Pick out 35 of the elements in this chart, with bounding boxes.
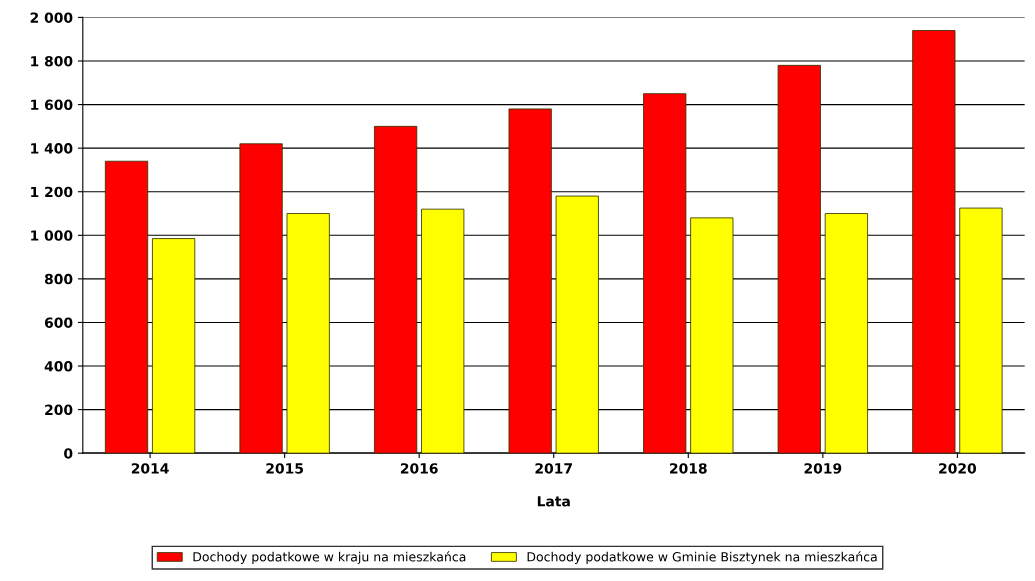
bar	[286, 213, 330, 454]
bar	[959, 207, 1003, 454]
x-tick-label: 2017	[535, 463, 572, 474]
bar	[374, 125, 418, 454]
bar	[824, 213, 868, 454]
y-tick-label: 1 000	[31, 230, 73, 241]
bar	[239, 143, 283, 454]
bar	[912, 30, 956, 454]
y-tick-label: 400	[44, 361, 73, 372]
y-tick-label: 1 600	[31, 99, 73, 111]
y-tick-label: 800	[44, 273, 73, 285]
legend-label: Dochody podatkowe w Gminie Bisztynek na mieszkańca	[527, 551, 877, 564]
y-tick-label: 0	[64, 448, 73, 459]
x-tick-label: 2016	[400, 463, 438, 474]
bar	[555, 195, 599, 454]
bar	[690, 217, 734, 454]
y-tick-label: 1 200	[31, 186, 73, 198]
bar	[104, 160, 149, 454]
y-tick-label: 2 000	[30, 12, 73, 23]
y-tick-label: 200	[45, 404, 73, 416]
x-tick-label: 2015	[266, 463, 303, 474]
bar	[508, 108, 552, 454]
bar	[152, 238, 196, 454]
bar	[421, 208, 465, 454]
y-tick-label: 1 400	[31, 143, 73, 154]
y-tick-label: 1 800	[31, 55, 73, 67]
bar	[777, 64, 821, 454]
x-tick-label: 2019	[804, 463, 842, 474]
bar	[643, 93, 687, 454]
y-tick-label: 600	[44, 317, 73, 328]
x-axis-title: Lata	[537, 496, 570, 507]
x-tick-label: 2018	[670, 463, 707, 474]
x-tick-label: 2020	[939, 463, 977, 474]
x-tick-label: 2014	[131, 463, 169, 474]
legend-label: Dochody podatkowe w kraju na mieszkańca	[193, 551, 466, 564]
